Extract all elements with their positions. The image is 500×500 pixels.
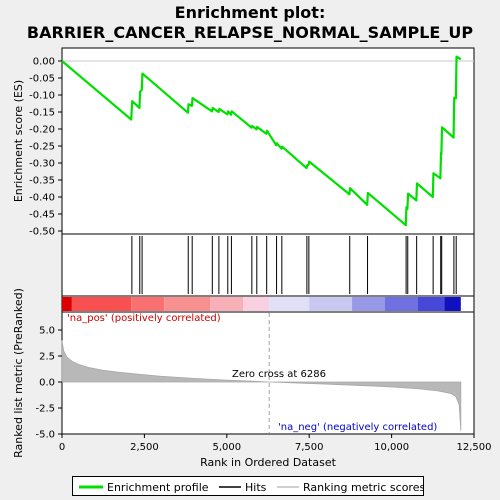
es-y-axis-title: Enrichment score (ES) [12,80,25,202]
metric-y-tick-label: -5.0 [35,430,55,441]
legend-enrichment-label: Enrichment profile [107,481,209,494]
es-y-tick-label: -0.50 [29,227,55,238]
es-y-tick-label: -0.05 [29,74,55,85]
es-y-tick-label: 0.00 [33,57,55,68]
metric-y-axis-title: Ranked list metric (PreRanked) [12,288,25,458]
x-tick-label: 0 [59,442,65,453]
chart-title-line-2: BARRIER_CANCER_RELAPSE_NORMAL_SAMPLE_UP [27,23,473,42]
metric-panel [61,311,475,435]
zero-cross-label: Zero cross at 6286 [232,369,326,380]
neg-correlated-label: 'na_neg' (negatively correlated) [278,422,437,433]
x-tick-label: 10,000 [374,442,409,453]
heatbar-segment [71,297,132,311]
es-y-tick-label: -0.45 [29,210,55,221]
es-layer [61,55,474,227]
metric-y-tick-label: 2.5 [39,352,55,363]
es-curve [61,55,462,227]
es-panel [61,47,475,235]
heatbar-segment [164,297,211,311]
x-tick-label: 7,500 [295,442,324,453]
heatbar-segment [243,297,270,311]
heatbar-segment [417,297,445,311]
es-y-tick-label: -0.20 [29,125,55,136]
es-y-tick-label: -0.30 [29,159,55,170]
heatbar-segment [269,297,310,311]
hits-layer [131,236,457,294]
legend-svg: Enrichment profile Hits Ranking metric s… [79,481,425,494]
es-y-tick-label: -0.10 [29,91,55,102]
heatbar-segment [131,297,165,311]
x-axis-title: Rank in Ordered Dataset [200,456,337,469]
axes-layer: 0.00-0.05-0.10-0.15-0.20-0.25-0.30-0.35-… [29,57,491,454]
metric-y-tick-label: 0.0 [39,378,55,389]
heatbar-segment [309,297,353,311]
ranking-metric-area [61,340,462,431]
legend-ranking-label: Ranking metric scores [303,481,423,494]
x-tick-label: 2,500 [130,442,159,453]
heatbar-segment [385,297,418,311]
es-y-tick-label: -0.15 [29,108,55,119]
metric-y-tick-label: 5.0 [39,326,55,337]
metric-y-tick-label: -2.5 [35,404,55,415]
pos-correlated-label: 'na_pos' (positively correlated) [67,313,221,324]
heatbar-layer [62,297,461,311]
hits-panel [61,233,475,297]
es-y-tick-label: -0.25 [29,142,55,153]
heatbar-segment [210,297,244,311]
chart-title-line-1: Enrichment plot: [175,3,326,22]
heatbar-segment [444,297,461,311]
x-tick-label: 5,000 [212,442,241,453]
legend: Enrichment profile Hits Ranking metric s… [72,476,425,496]
legend-hits-label: Hits [245,481,267,494]
metric-layer [61,313,462,433]
x-tick-label: 12,500 [457,442,492,453]
es-y-tick-label: -0.35 [29,176,55,187]
heatbar-segment [62,297,72,311]
es-y-tick-label: -0.40 [29,193,55,204]
heatbar-segment [352,297,386,311]
